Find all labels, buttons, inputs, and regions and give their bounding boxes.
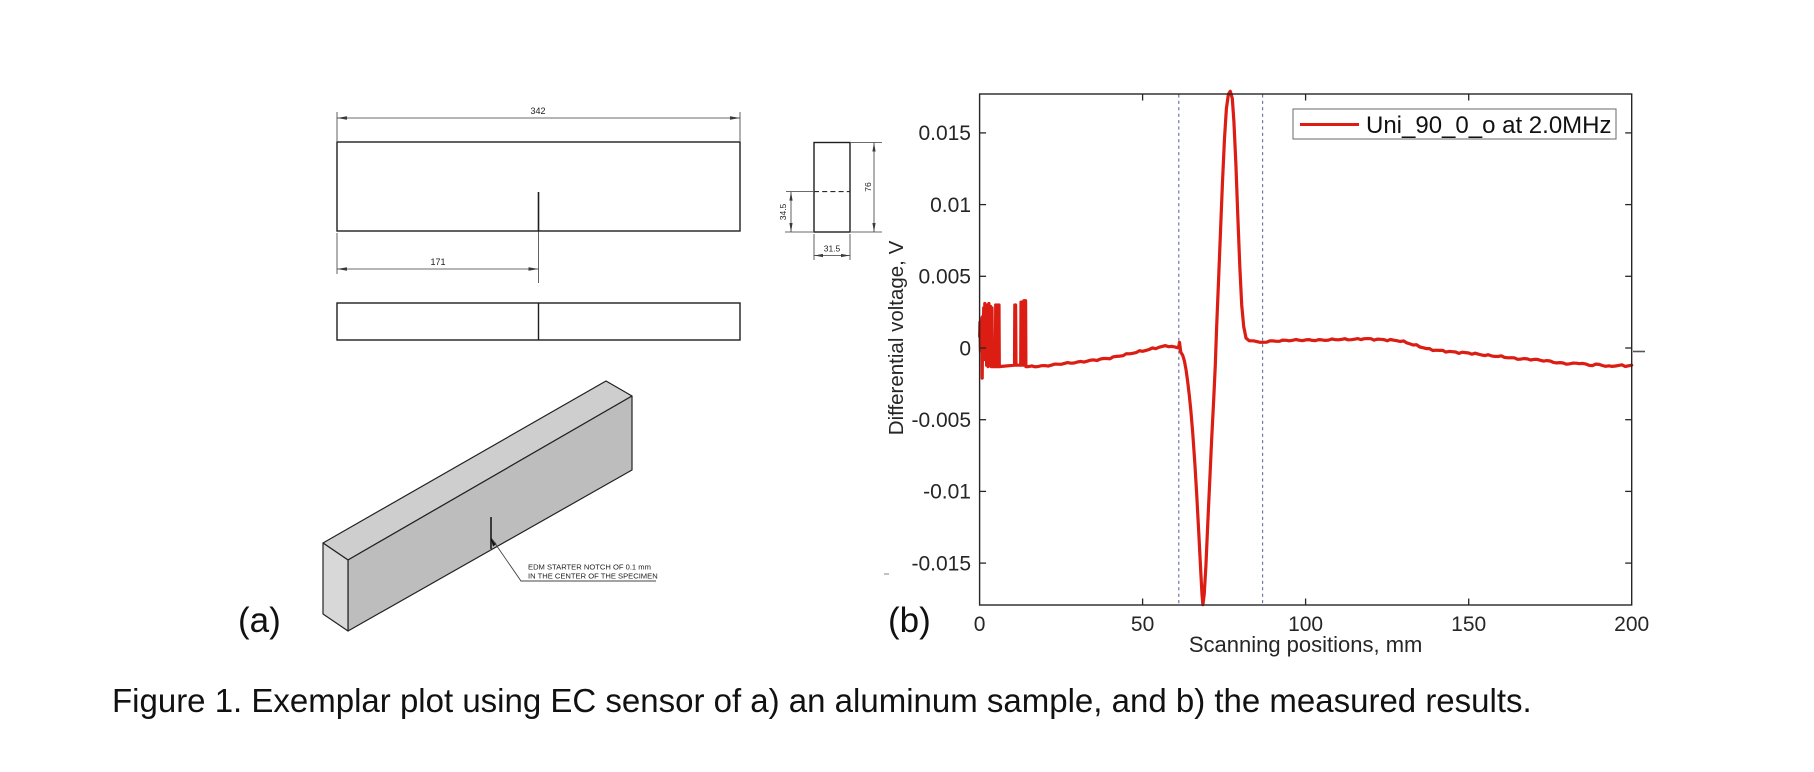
svg-text:Uni_90_0_o at 2.0MHz: Uni_90_0_o at 2.0MHz bbox=[1366, 112, 1611, 139]
svg-text:100: 100 bbox=[1288, 613, 1323, 636]
svg-text:(a): (a) bbox=[238, 601, 281, 640]
svg-text:171: 171 bbox=[430, 257, 445, 267]
svg-text:-0.005: -0.005 bbox=[911, 409, 971, 432]
svg-text:34.5: 34.5 bbox=[778, 203, 788, 220]
svg-text:342: 342 bbox=[530, 106, 545, 116]
svg-text:31.5: 31.5 bbox=[824, 244, 841, 254]
svg-text:0: 0 bbox=[974, 613, 986, 636]
svg-text:76: 76 bbox=[863, 182, 873, 192]
svg-text:Differential voltage, V: Differential voltage, V bbox=[885, 240, 908, 435]
svg-text:200: 200 bbox=[1614, 613, 1649, 636]
svg-text:-0.015: -0.015 bbox=[911, 552, 971, 575]
svg-text:50: 50 bbox=[1131, 613, 1154, 636]
svg-text:Figure 1. Exemplar plot using: Figure 1. Exemplar plot using EC sensor … bbox=[112, 682, 1532, 719]
svg-text:0.005: 0.005 bbox=[918, 266, 971, 289]
svg-text:IN THE CENTER OF THE SPECIMEN: IN THE CENTER OF THE SPECIMEN bbox=[528, 572, 658, 581]
svg-text:0: 0 bbox=[959, 337, 971, 360]
svg-text:150: 150 bbox=[1451, 613, 1486, 636]
svg-text:-0.01: -0.01 bbox=[923, 481, 971, 504]
svg-text:EDM STARTER NOTCH OF 0.1 mm: EDM STARTER NOTCH OF 0.1 mm bbox=[528, 563, 651, 572]
svg-text:0.015: 0.015 bbox=[918, 122, 971, 145]
svg-text:Scanning positions, mm: Scanning positions, mm bbox=[1189, 632, 1423, 657]
svg-text:(b): (b) bbox=[888, 601, 931, 640]
svg-text:0.01: 0.01 bbox=[930, 194, 971, 217]
